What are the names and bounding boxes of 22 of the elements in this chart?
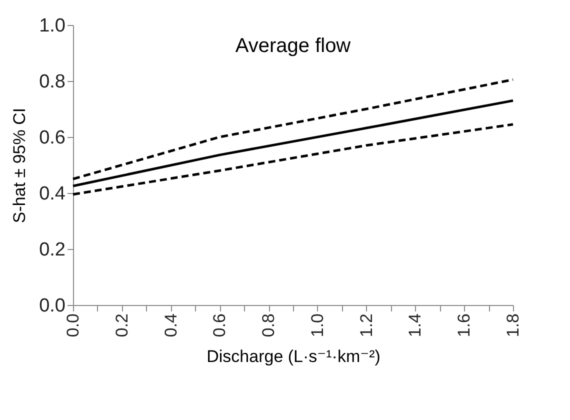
y-tick-label: 0.6 (39, 128, 66, 148)
x-axis-title: Discharge (L·s⁻¹·km⁻²) (206, 347, 380, 366)
y-tick-label: 1.0 (39, 16, 66, 36)
x-tick-label: 0.2 (112, 314, 132, 338)
x-tick-label: 0.4 (161, 314, 180, 338)
y-tick-label: 0.8 (39, 72, 66, 92)
y-tick-label: 0.2 (39, 240, 66, 260)
x-tick-label: 1.0 (308, 314, 327, 338)
x-tick-label: 1.4 (406, 314, 425, 338)
x-tick-label: 1.8 (504, 314, 522, 338)
x-tick-label: 0.8 (259, 314, 278, 338)
y-tick-label: 0.4 (39, 184, 66, 204)
text: Average flow (235, 35, 352, 57)
y-tick-label: 0.0 (39, 296, 66, 316)
x-tick-label: 0.0 (64, 314, 82, 338)
y-axis-title: S-hat ± 95% CI (10, 108, 30, 224)
line-series (72, 78, 514, 180)
line-series (72, 123, 514, 196)
x-tick-label: 1.6 (454, 314, 474, 338)
x-tick-label: 0.6 (210, 314, 230, 338)
x-tick-label: 1.2 (356, 314, 376, 338)
line-series (72, 99, 514, 188)
